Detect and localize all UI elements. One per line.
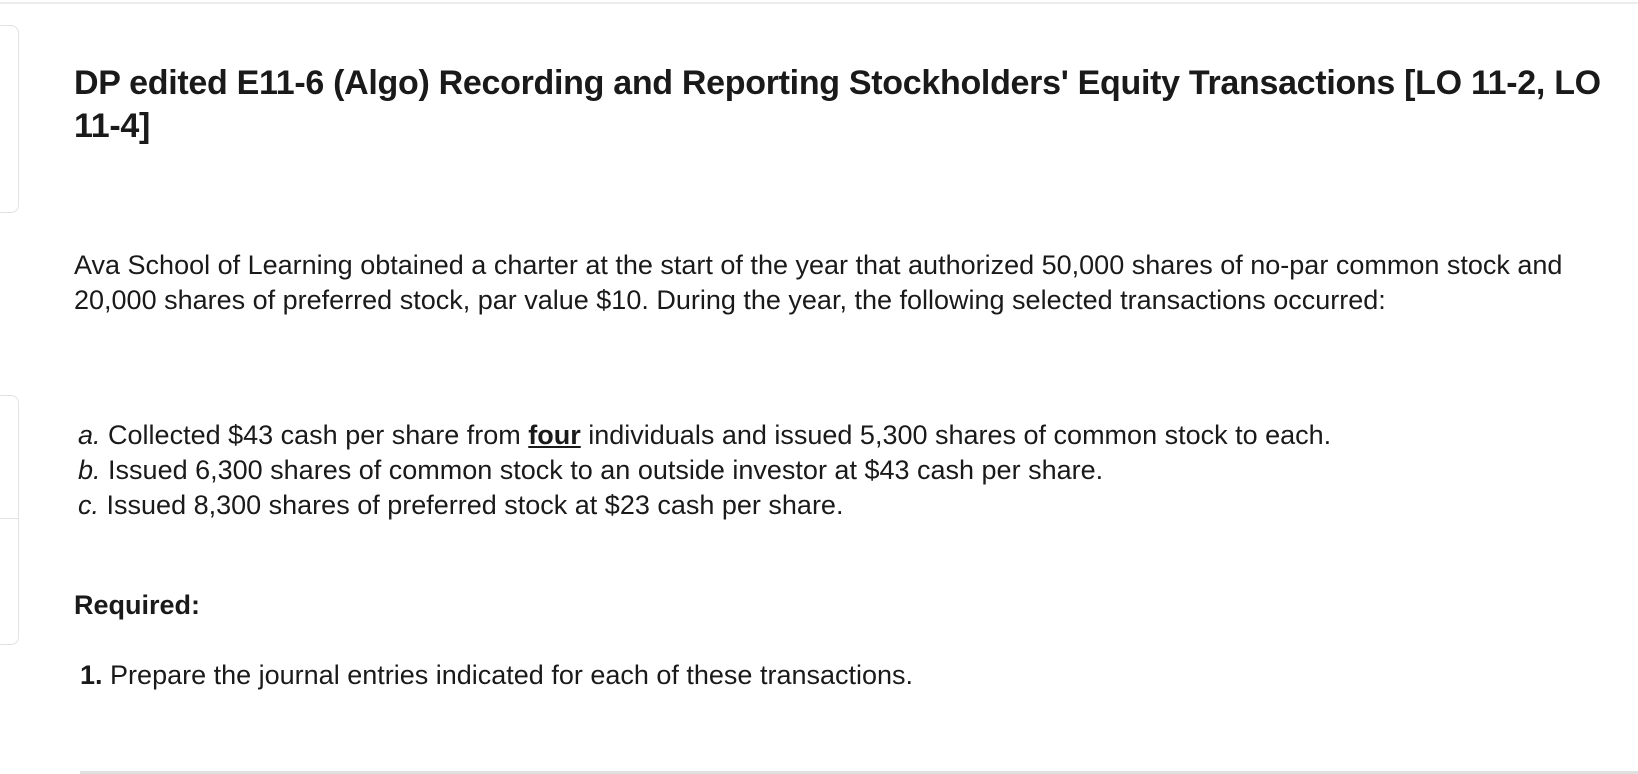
item-letter: c. (78, 490, 100, 520)
item-text: individuals and issued 5,300 shares of c… (580, 420, 1332, 450)
transaction-item-a: a. Collected $43 cash per share from fou… (78, 418, 1331, 453)
side-panel-tab[interactable] (0, 25, 19, 213)
side-panel-tab-group[interactable] (0, 395, 19, 645)
requirement-item: 1. Prepare the journal entries indicated… (80, 660, 913, 691)
item-letter: a. (78, 420, 101, 450)
emphasis-text: four (528, 420, 581, 450)
question-title: DP edited E11-6 (Algo) Recording and Rep… (74, 64, 1601, 145)
item-text: Issued 6,300 shares of common stock to a… (108, 455, 1104, 485)
divider (0, 518, 18, 519)
transaction-list: a. Collected $43 cash per share from fou… (78, 418, 1331, 523)
bottom-divider (80, 771, 1638, 774)
item-text: Collected $43 cash per share from (108, 420, 529, 450)
required-heading: Required: (74, 590, 201, 620)
requirement-number: 1. (80, 660, 103, 690)
top-divider (0, 2, 1638, 4)
transaction-item-b: b. Issued 6,300 shares of common stock t… (78, 453, 1331, 488)
item-letter: b. (78, 455, 101, 485)
transaction-item-c: c. Issued 8,300 shares of preferred stoc… (78, 488, 1331, 523)
item-text: Issued 8,300 shares of preferred stock a… (106, 490, 844, 520)
question-intro: Ava School of Learning obtained a charte… (74, 250, 1563, 315)
requirement-text: Prepare the journal entries indicated fo… (110, 660, 914, 690)
